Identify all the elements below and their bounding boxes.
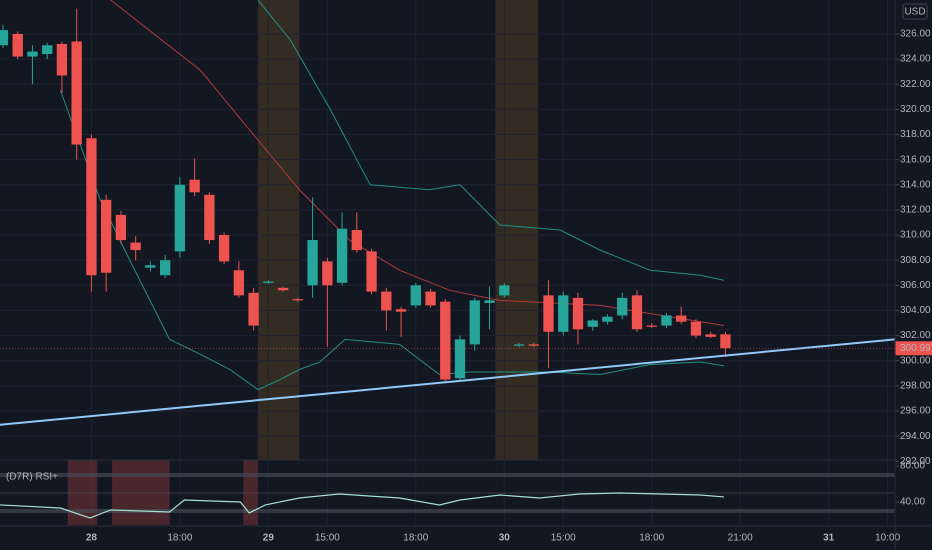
candle-body	[499, 285, 510, 296]
candle-body	[454, 339, 466, 379]
candle-body	[587, 320, 598, 327]
candle-body	[71, 41, 82, 145]
y-tick-label: 298.00	[900, 380, 931, 391]
y-tick-label: 314.00	[900, 179, 931, 190]
y-tick-label: 322.00	[900, 79, 931, 90]
x-tick-label: 21:00	[728, 533, 753, 544]
y-tick-label: 304.00	[900, 305, 931, 316]
x-tick-label: 18:00	[167, 533, 192, 544]
candle-body	[440, 301, 451, 380]
candle-body	[646, 325, 657, 327]
last-price-label: 300.99	[900, 343, 931, 354]
x-tick-label: 10:00	[875, 533, 900, 544]
candle-body	[263, 281, 274, 283]
candle-body	[233, 270, 245, 296]
trendline	[0, 338, 895, 426]
candle-body	[42, 45, 53, 55]
candle-body	[617, 297, 628, 316]
rsi-line	[0, 492, 725, 519]
candle-body	[410, 285, 421, 306]
candle-body	[248, 292, 259, 326]
candle-body	[720, 334, 731, 349]
candle-body	[12, 33, 23, 57]
candle-body	[528, 344, 539, 346]
candle-body	[292, 299, 304, 301]
candle-body	[189, 179, 200, 193]
currency-box[interactable]	[902, 3, 928, 20]
rsi-tick-label: 40.00	[900, 497, 925, 508]
candle-body	[513, 344, 525, 346]
candle-body	[277, 287, 289, 291]
y-tick-label: 326.00	[900, 29, 931, 40]
candle-body	[602, 316, 613, 322]
y-tick-label: 310.00	[900, 230, 931, 241]
x-tick-label: 29	[263, 533, 275, 544]
candle-body	[145, 265, 156, 268]
y-tick-label: 296.00	[900, 406, 931, 417]
candle-body	[484, 300, 495, 303]
candle-body	[690, 321, 702, 336]
candle-body	[366, 251, 377, 292]
candle-body	[469, 300, 480, 345]
session-highlight	[495, 0, 539, 460]
candle-body	[381, 291, 392, 311]
rsi-title: (D7R) RSI+	[6, 472, 58, 483]
price-pane	[0, 0, 895, 460]
session-highlight	[258, 0, 300, 460]
candle-body	[174, 184, 186, 252]
y-tick-label: 308.00	[900, 255, 931, 266]
x-tick-label: 18:00	[403, 533, 428, 544]
y-tick-label: 292.00	[900, 456, 931, 467]
rsi-tick-label: 80.00	[900, 461, 925, 472]
candle-body	[558, 295, 569, 332]
candle-body	[661, 315, 672, 326]
y-tick-label: 318.00	[900, 129, 931, 140]
x-tick-label: 18:00	[639, 533, 664, 544]
upper-band	[257, 0, 725, 281]
y-tick-label: 320.00	[900, 104, 931, 115]
candle-body	[204, 194, 215, 241]
candle-body	[86, 138, 97, 276]
candle-body	[425, 291, 436, 306]
x-tick-label: 30	[499, 533, 511, 544]
y-tick-label: 324.00	[900, 54, 931, 65]
candle-body	[307, 240, 318, 286]
candle-body	[572, 297, 584, 330]
candle-body	[56, 43, 68, 76]
candle-body	[336, 228, 348, 283]
y-tick-label: 300.00	[900, 355, 931, 366]
x-tick-label: 31	[823, 533, 835, 544]
candle-body	[676, 315, 687, 322]
candle-body	[115, 214, 127, 241]
candle-body	[218, 235, 230, 262]
x-tick-label: 28	[86, 533, 98, 544]
axes: 292.00 294.00 296.00 298.00 300.00 302.00 304.…	[86, 29, 932, 544]
lower-band	[59, 90, 725, 391]
candle-body	[543, 295, 554, 332]
rsi-pane	[0, 460, 895, 525]
y-tick-label: 316.00	[900, 154, 931, 165]
y-tick-label: 306.00	[900, 280, 931, 291]
candle-body	[395, 309, 407, 312]
candle-body	[705, 334, 716, 337]
y-tick-label: 312.00	[900, 205, 931, 216]
candle-body	[631, 295, 643, 330]
y-tick-label: 302.00	[900, 330, 931, 341]
candle-body	[351, 230, 362, 251]
candle-body	[159, 260, 171, 276]
candle-body	[27, 51, 38, 57]
candle-body	[101, 199, 112, 273]
currency: USD	[904, 7, 925, 18]
candle-body	[0, 30, 9, 46]
last-price-box	[895, 341, 932, 356]
candle-body	[322, 261, 333, 286]
x-tick-label: 15:00	[315, 533, 340, 544]
candle-body	[130, 242, 141, 251]
y-tick-label: 294.00	[900, 431, 931, 442]
x-tick-label: 15:00	[551, 533, 576, 544]
